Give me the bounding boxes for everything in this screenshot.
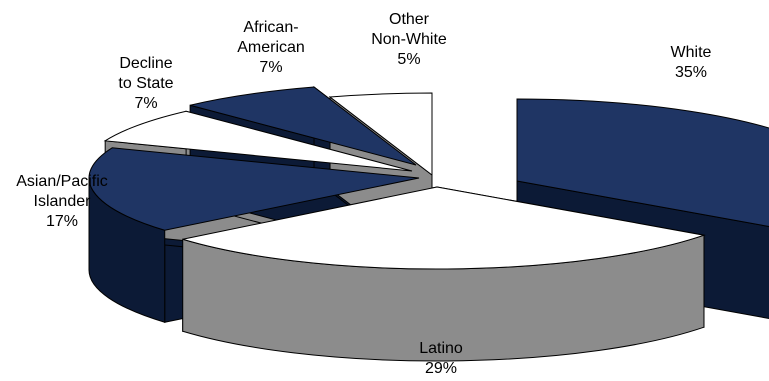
pie-outer-sides [88, 177, 705, 362]
pie-slice [516, 98, 769, 228]
slice-label-decline-to-state: Decline to State 7% [118, 55, 174, 112]
pie-top-faces [88, 86, 769, 270]
pie-slice [182, 186, 706, 270]
pie-slice [103, 110, 413, 172]
pie-slice [328, 92, 433, 177]
slice-label-other-non-white: Other Non-White 5% [371, 11, 447, 68]
pie-slice [88, 147, 420, 231]
slice-label-white: White 35% [670, 44, 712, 81]
pie-slice [189, 86, 417, 166]
slice-label-african-american: African- American 7% [237, 19, 305, 76]
slice-label-asian-pacific-islander: Asian/Pacific Islander 17% [16, 173, 108, 230]
slice-label-latino: Latino 29% [419, 340, 463, 377]
